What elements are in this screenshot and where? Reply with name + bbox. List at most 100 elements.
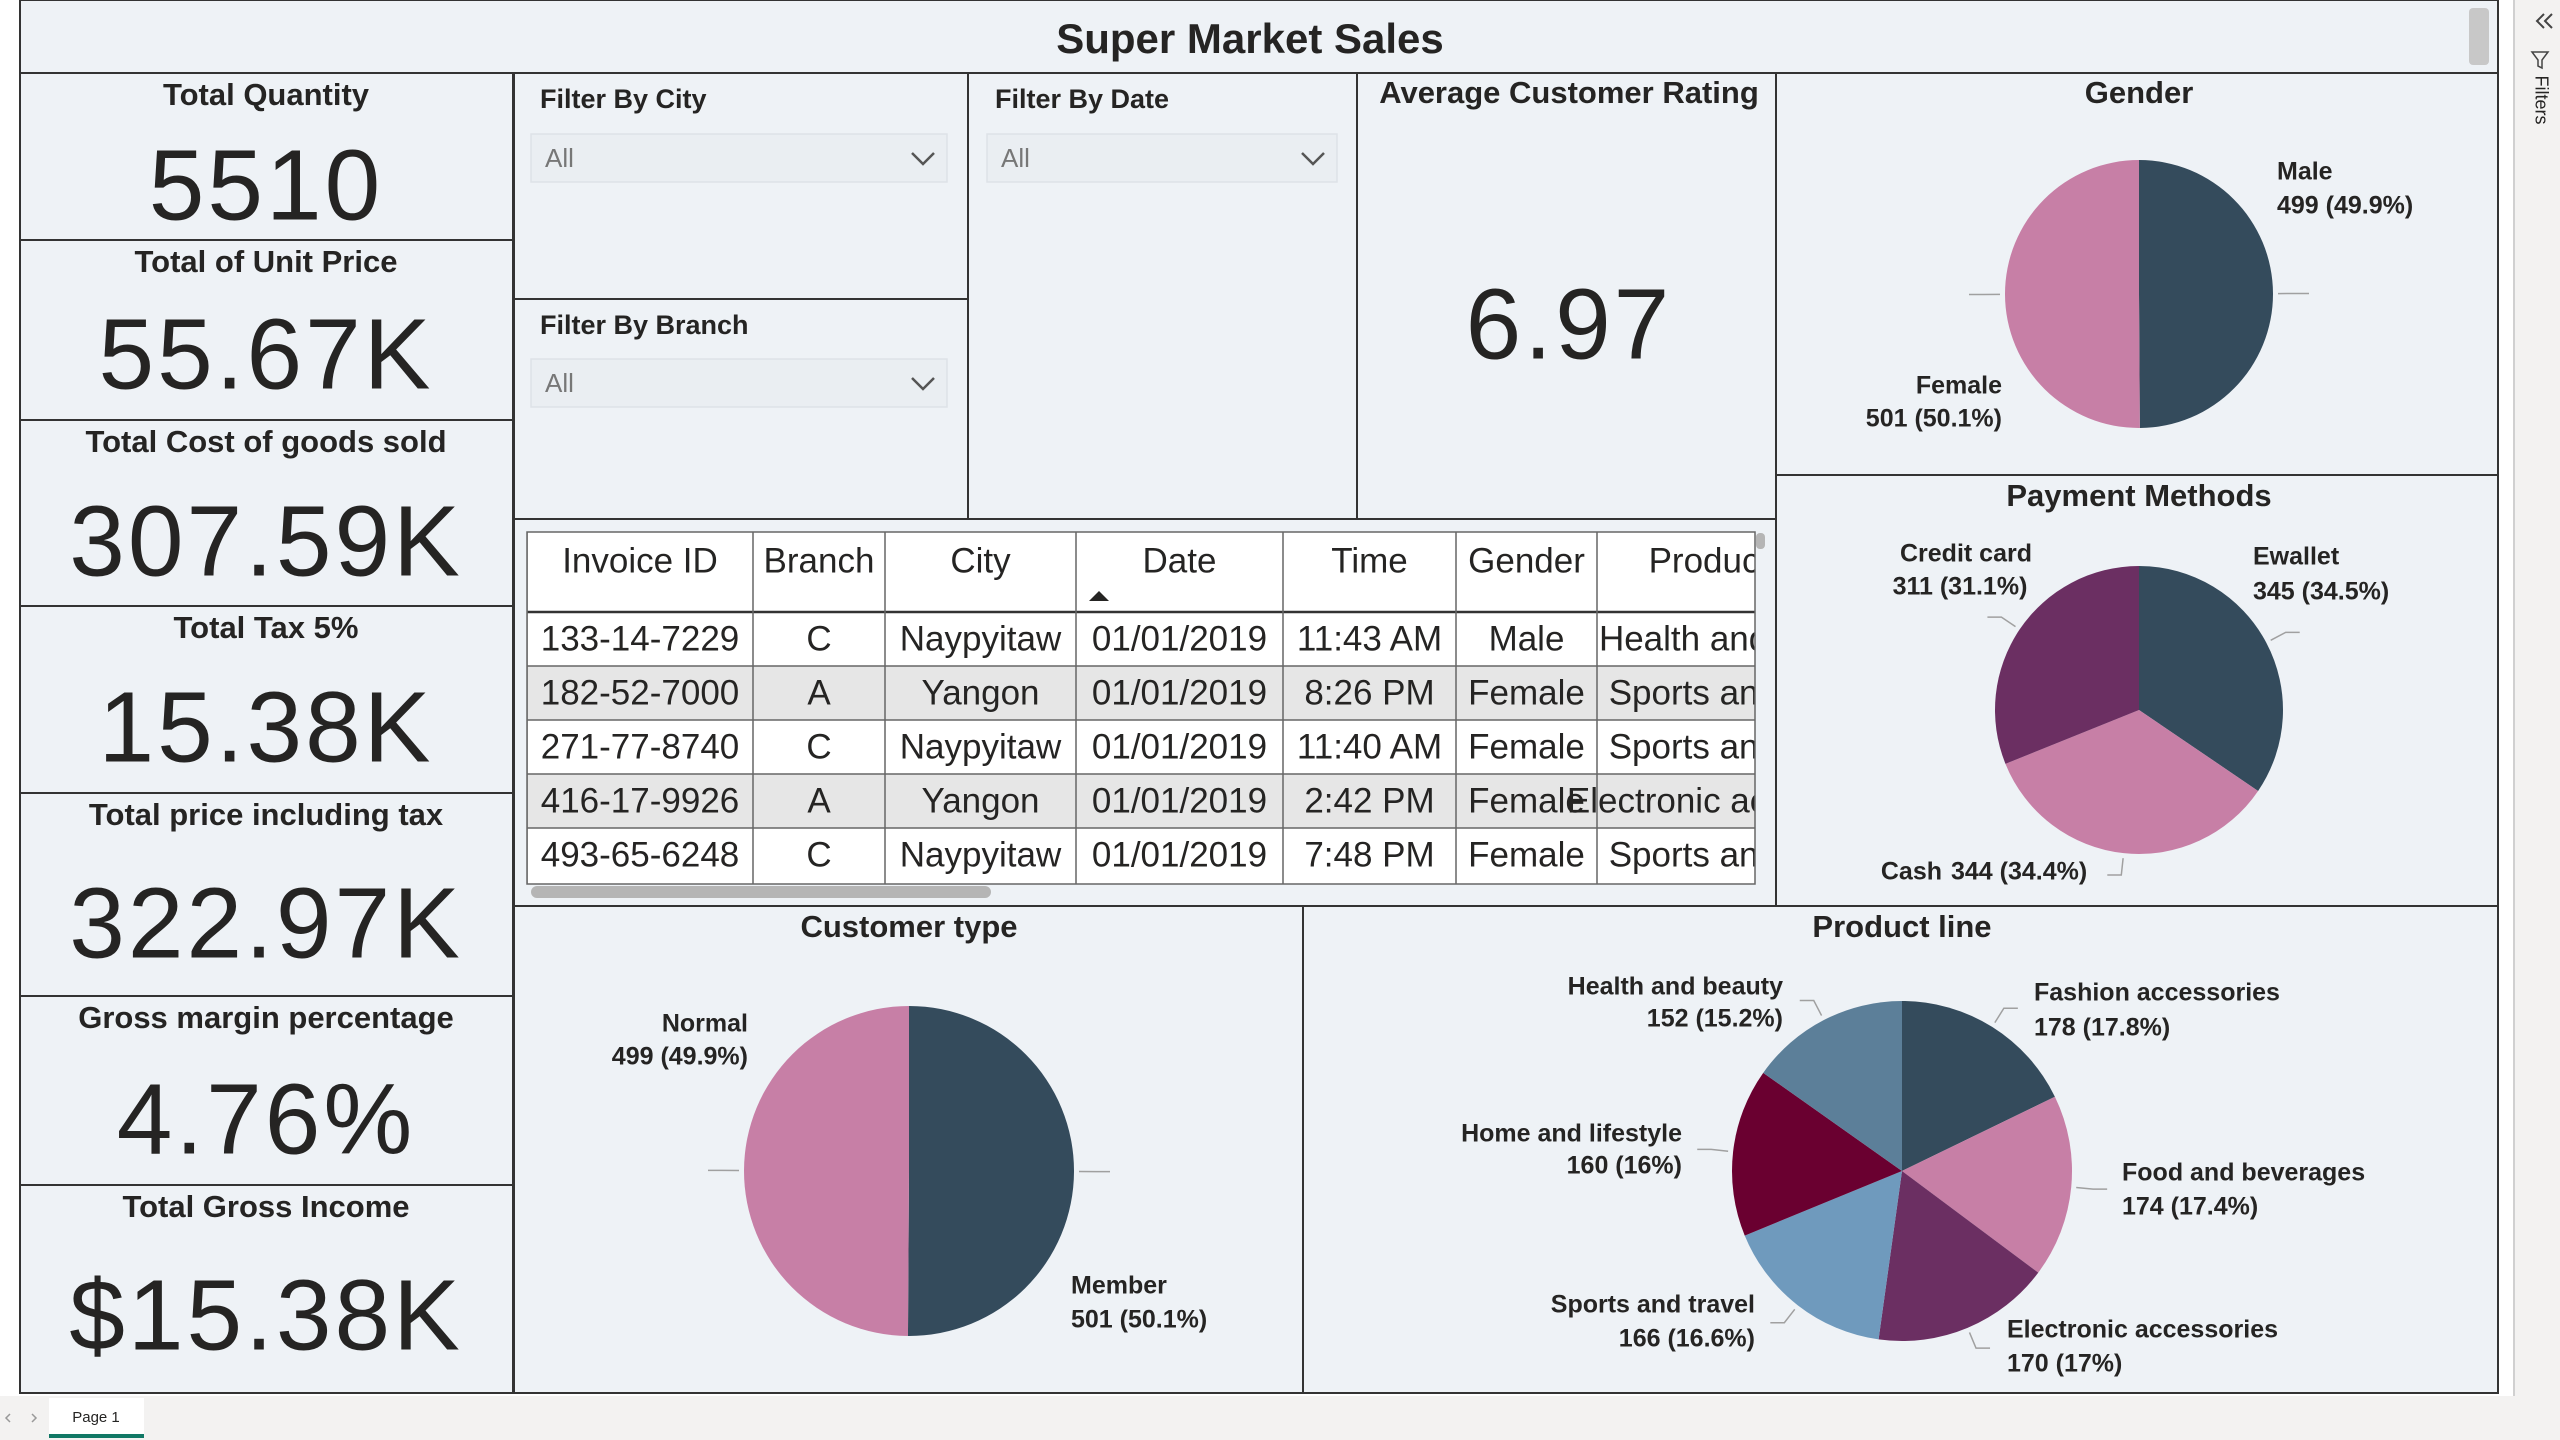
column-header[interactable]: Date (1143, 541, 1217, 580)
pie-slice[interactable] (2139, 566, 2283, 791)
pie-value-label: 344 (34.4%) (1951, 858, 2087, 886)
pie-slice[interactable] (2005, 710, 2259, 855)
dropdown[interactable] (530, 133, 948, 183)
table-row[interactable] (527, 612, 1885, 666)
filter-icon (2530, 51, 2550, 70)
table-cell: 271-77-8740 (541, 727, 740, 766)
column-header[interactable]: City (950, 541, 1011, 580)
kpi-label: Gross margin percentage (78, 1000, 454, 1035)
page-tab[interactable] (49, 1398, 144, 1438)
pie-slice[interactable] (1994, 566, 2139, 764)
kpi-value: $15.38K (69, 1259, 463, 1371)
dropdown-value[interactable]: All (1001, 143, 1030, 173)
pie-slice[interactable] (2139, 160, 2273, 428)
table-cell: Female (1468, 835, 1585, 874)
pie-value-label: 170 (17%) (2007, 1350, 2122, 1378)
table-cell: 7:48 PM (1304, 835, 1434, 874)
pie-category-label: Sports and travel (1551, 1291, 1755, 1319)
filter-label: Filter By Branch (540, 310, 749, 340)
kpi-label: Total Gross Income (122, 1189, 409, 1224)
table-cell: Yangon (921, 781, 1039, 820)
kpi-label: Total Tax 5% (174, 610, 359, 645)
table-row[interactable] (527, 774, 1885, 828)
table-cell: 01/01/2019 (1092, 727, 1267, 766)
pie-slice[interactable] (1744, 1171, 1902, 1340)
leader-line (2270, 631, 2300, 641)
kpi-value: 4.76% (117, 1063, 416, 1175)
side-panel-label[interactable]: Filters (2531, 76, 2551, 125)
pie-category-label: Food and beverages (2122, 1159, 2365, 1187)
kpi-value: 55.67K (99, 298, 434, 410)
table: Invoice ID Branch City Date Time Gender Produc… (527, 532, 1885, 884)
table-cell: 182-52-7000 (541, 673, 740, 712)
table-cell: 8:26 PM (1304, 673, 1434, 712)
column-header[interactable]: Gender (1468, 541, 1585, 580)
pie-value-label: 501 (50.1%) (1071, 1306, 1207, 1334)
table-cell: Health and beauty (1599, 619, 1884, 658)
column-header[interactable]: Product line (1649, 541, 1834, 580)
filter-label: Filter By Date (995, 84, 1169, 114)
tab-nav[interactable] (4, 1413, 38, 1423)
table-cell: 2:42 PM (1304, 781, 1434, 820)
pie-value-label: 501 (50.1%) (1866, 405, 2002, 433)
kpi-label: Total Cost of goods sold (85, 424, 446, 459)
rating-panel (1356, 72, 1777, 520)
title-bar (19, 0, 2499, 74)
table-cell: Sports and travel (1609, 835, 1874, 874)
column-header[interactable]: Time (1331, 541, 1407, 580)
chart-title: Product line (1812, 909, 1991, 944)
pie-slice[interactable] (2004, 159, 2140, 428)
table-cell: A (807, 673, 831, 712)
table-row[interactable] (527, 720, 1885, 774)
table-cell: 01/01/2019 (1092, 619, 1267, 658)
pie-slice[interactable] (1731, 1072, 1902, 1236)
pie-slice[interactable] (1878, 1171, 2039, 1341)
table-border (526, 531, 1756, 885)
table-cell: 416-17-9926 (541, 781, 740, 820)
column-header[interactable]: Invoice ID (562, 541, 718, 580)
table-cell: Female (1468, 781, 1585, 820)
leader-line (1697, 1148, 1729, 1152)
dropdown[interactable] (530, 358, 948, 408)
filter-panel (513, 72, 969, 300)
dropdown-value[interactable]: All (545, 143, 574, 173)
leader-line (1770, 1308, 1796, 1324)
pie-slice[interactable] (744, 1006, 909, 1336)
collapse-icon[interactable] (2535, 13, 2553, 29)
column-header[interactable]: Branch (764, 541, 875, 580)
kpi-value: 15.38K (99, 671, 434, 783)
pie-value-label: 178 (17.8%) (2034, 1014, 2170, 1042)
leader-line (1987, 616, 2016, 628)
pie-slice[interactable] (1902, 1096, 2072, 1273)
leader-line (1994, 1007, 2018, 1024)
pie-slice[interactable] (1763, 1001, 1902, 1171)
kpi-value: 322.97K (69, 867, 463, 979)
filter-label: Filter By City (540, 84, 707, 114)
leader-line (1799, 999, 1823, 1016)
pie-slice[interactable] (1902, 1001, 2055, 1171)
table-row[interactable] (527, 666, 1885, 720)
table-cell: Female (1468, 727, 1585, 766)
table-cell: C (806, 835, 831, 874)
dropdown-chevron (911, 377, 935, 391)
dropdown[interactable] (986, 133, 1338, 183)
dropdown-chevron (1301, 152, 1325, 166)
leader-line (1968, 1332, 1991, 1349)
pie-category-label: Cash (1881, 858, 1942, 886)
pie-slice[interactable] (907, 1006, 1075, 1336)
table-cell: Sports and travel (1609, 727, 1874, 766)
kpi-card (19, 1184, 514, 1394)
kpi-label: Total Quantity (163, 77, 370, 112)
v-scrollbar (1756, 533, 1765, 549)
side-panel[interactable] (2514, 0, 2560, 1396)
pie-value-label: 174 (17.4%) (2122, 1193, 2258, 1221)
tab-label[interactable]: Page 1 (72, 1409, 120, 1426)
table-cell: 01/01/2019 (1092, 781, 1267, 820)
dropdown-value[interactable]: All (545, 368, 574, 398)
table-row[interactable] (527, 828, 1885, 882)
table-cell: 01/01/2019 (1092, 673, 1267, 712)
kpi-card (19, 995, 514, 1186)
pie-value-label: 499 (49.9%) (612, 1043, 748, 1071)
table-cell: Female (1468, 673, 1585, 712)
